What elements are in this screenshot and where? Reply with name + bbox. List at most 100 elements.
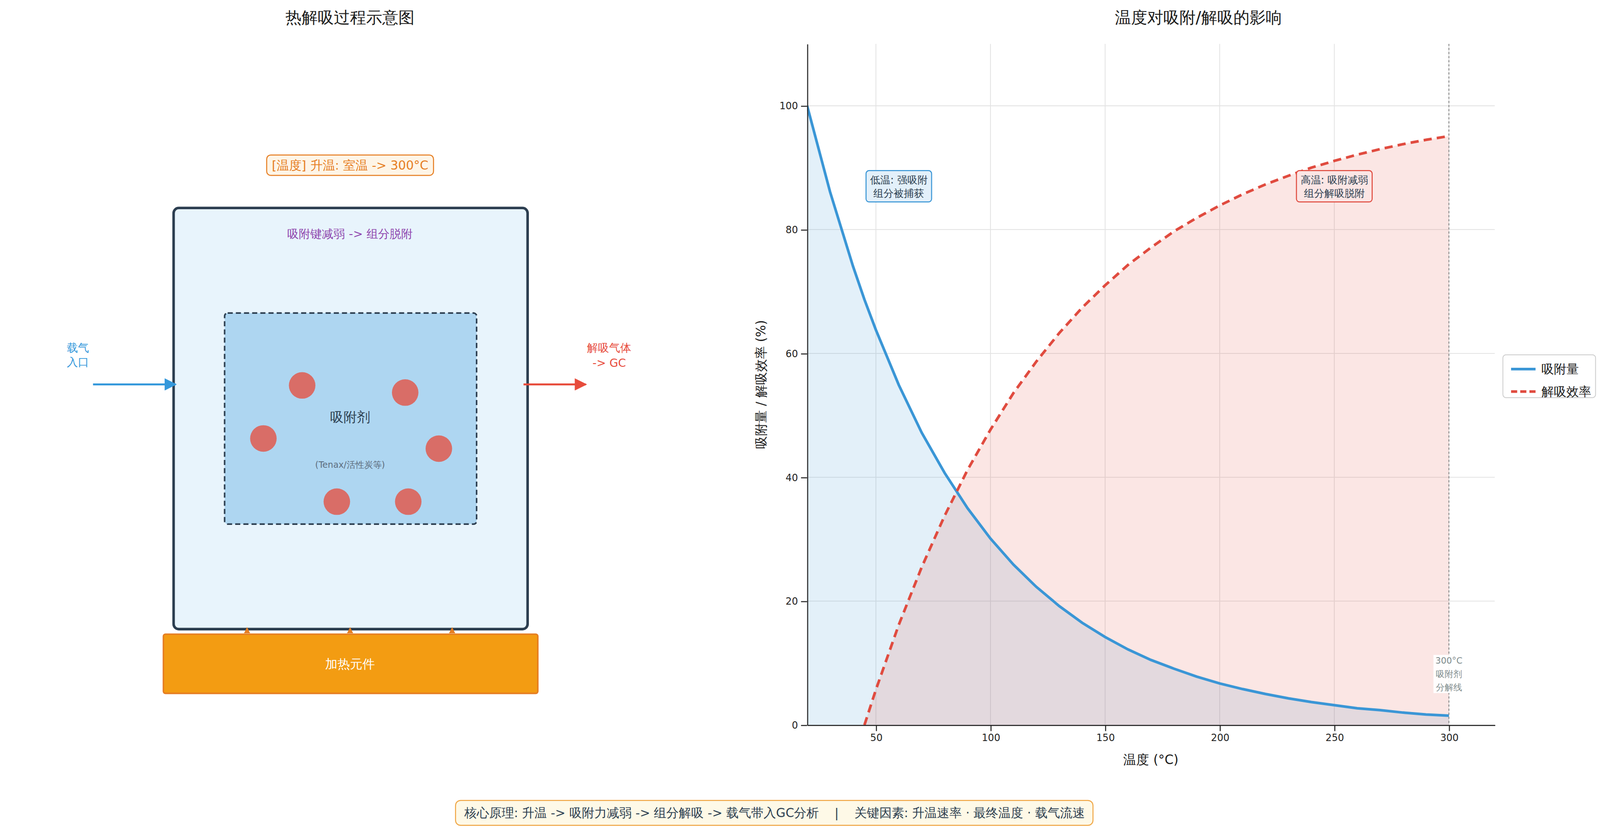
analyte-molecule [289, 372, 316, 400]
annotation-text: 组分被捕获 [873, 187, 925, 200]
inlet-label: 载气 [66, 341, 89, 355]
chart: 温度对吸附/解吸的影响 50 100 150 200 250 300 0 20 40 60 80 100… [753, 7, 1596, 768]
temperature-box [266, 154, 434, 176]
x-axis-title: 温度 (°C) [1123, 752, 1179, 768]
y-tick-label: 60 [785, 348, 799, 360]
plot-marks [806, 43, 1449, 726]
inlet-arrow [93, 383, 176, 386]
footer-text: 核心原理: 升温 -> 吸附力减弱 -> 组分解吸 -> 载气带入GC分析 | … [463, 805, 1085, 821]
x-tick: 200 [1210, 725, 1230, 744]
heat-arrow [449, 627, 456, 634]
annotation-box [865, 170, 932, 202]
reference-label: 300°C 吸附剂分解线 [1433, 655, 1465, 694]
reference-label-patch [1433, 655, 1465, 694]
y-tick-mark [800, 353, 807, 355]
annotation-text: 低温: 强吸附 [870, 173, 928, 186]
x-tick-mark [990, 725, 992, 732]
reference-line [1448, 43, 1450, 726]
y-tick-mark [800, 229, 807, 231]
annotation-text: 组分解吸脱附 [1303, 187, 1365, 200]
series-line [806, 105, 1449, 716]
heater [163, 634, 538, 694]
reference-text: 分解线 [1435, 682, 1463, 693]
legend-swatch [1511, 390, 1536, 394]
footer-box [455, 800, 1093, 826]
x-tick: 300 [1440, 725, 1459, 744]
x-tick-label: 100 [981, 732, 1001, 744]
grid-line-y [806, 105, 1495, 107]
y-tick: 100 [779, 100, 807, 112]
chamber [173, 207, 528, 630]
x-tick-label: 250 [1325, 732, 1345, 744]
annotation: 高温: 吸附减弱组分解吸脱附 [1296, 170, 1373, 202]
y-tick-label: 0 [791, 719, 798, 732]
y-tick-mark [800, 725, 807, 727]
x-tick: 100 [981, 725, 1001, 744]
reference-text: 300°C [1435, 656, 1463, 666]
x-tick-label: 50 [870, 732, 883, 744]
analyte-molecule [391, 379, 419, 407]
adsorbent-note: (Tenax/活性炭等) [315, 460, 386, 470]
y-tick: 20 [785, 595, 808, 608]
heat-arrow [243, 627, 250, 634]
y-tick: 80 [785, 224, 808, 236]
grid [806, 43, 1495, 726]
x-axis: 50 100 150 200 250 300 [807, 725, 1496, 744]
x-tick: 50 [870, 725, 883, 744]
outlet-label: 解吸气体 [586, 341, 632, 355]
analyte-molecule [323, 488, 351, 516]
annotation-text: 高温: 吸附减弱 [1300, 173, 1369, 186]
inlet-label: 入口 [66, 355, 89, 369]
y-tick: 40 [785, 471, 808, 484]
y-tick-label: 100 [779, 100, 798, 112]
legend: 吸附量解吸效率 [1502, 355, 1596, 399]
legend-label: 解吸效率 [1541, 384, 1592, 399]
y-axis-line [806, 44, 808, 726]
outlet-label: -> GC [592, 356, 627, 370]
x-tick: 250 [1325, 725, 1345, 744]
y-tick-label: 40 [785, 471, 799, 484]
x-tick-mark [876, 725, 878, 732]
heater-label: 加热元件 [325, 657, 375, 672]
temperature-text: [温度] 升温: 室温 -> 300°C [271, 158, 429, 173]
analyte-molecule [425, 435, 453, 463]
figure: 热解吸过程示意图 [温度] 升温: 室温 -> 300°C 吸附键减弱 -> 组分脱… [0, 0, 1600, 830]
analyte-molecule [249, 425, 277, 453]
y-tick-mark [800, 477, 807, 479]
footer: 核心原理: 升温 -> 吸附力减弱 -> 组分解吸 -> 载气带入GC分析 | … [455, 800, 1093, 826]
y-tick-label: 80 [785, 224, 799, 236]
x-tick-label: 300 [1440, 732, 1459, 744]
x-tick-mark [1334, 725, 1336, 732]
diagram: 热解吸过程示意图 [温度] 升温: 室温 -> 300°C 吸附键减弱 -> 组分脱… [66, 7, 632, 694]
chart-title: 温度对吸附/解吸的影响 [1114, 7, 1282, 27]
chamber-label: 吸附键减弱 -> 组分脱附 [287, 226, 413, 241]
series-area [806, 105, 1449, 726]
outlet-arrow [523, 383, 586, 386]
x-tick-label: 200 [1210, 732, 1230, 744]
y-tick: 60 [785, 348, 808, 360]
annotation-box [1296, 170, 1373, 202]
x-tick-mark [1219, 725, 1221, 732]
x-tick-label: 150 [1096, 732, 1115, 744]
reference-text: 吸附剂 [1435, 669, 1463, 680]
y-tick: 0 [791, 719, 807, 732]
legend-swatch [1511, 367, 1536, 371]
analyte-molecule [395, 488, 422, 516]
y-axis: 0 20 40 60 80 100 [779, 44, 808, 732]
legend-label: 吸附量 [1541, 361, 1580, 377]
heat-arrow [347, 627, 354, 634]
panel-title: 热解吸过程示意图 [285, 7, 415, 27]
series-line [864, 136, 1450, 726]
y-tick-mark [800, 105, 807, 107]
temperature-label: [温度] 升温: 室温 -> 300°C [266, 154, 434, 176]
x-tick-mark [1448, 725, 1450, 732]
y-tick-mark [800, 601, 807, 603]
x-tick: 150 [1096, 725, 1115, 744]
adsorbent-bed [224, 313, 477, 525]
annotation: 低温: 强吸附组分被捕获 [865, 170, 932, 202]
adsorbent-label: 吸附剂 [330, 409, 371, 426]
y-axis-title: 吸附量 / 解吸效率 (%) [753, 320, 769, 450]
x-axis-line [807, 725, 1496, 727]
y-tick-label: 20 [785, 595, 799, 608]
series-area [864, 136, 1450, 726]
